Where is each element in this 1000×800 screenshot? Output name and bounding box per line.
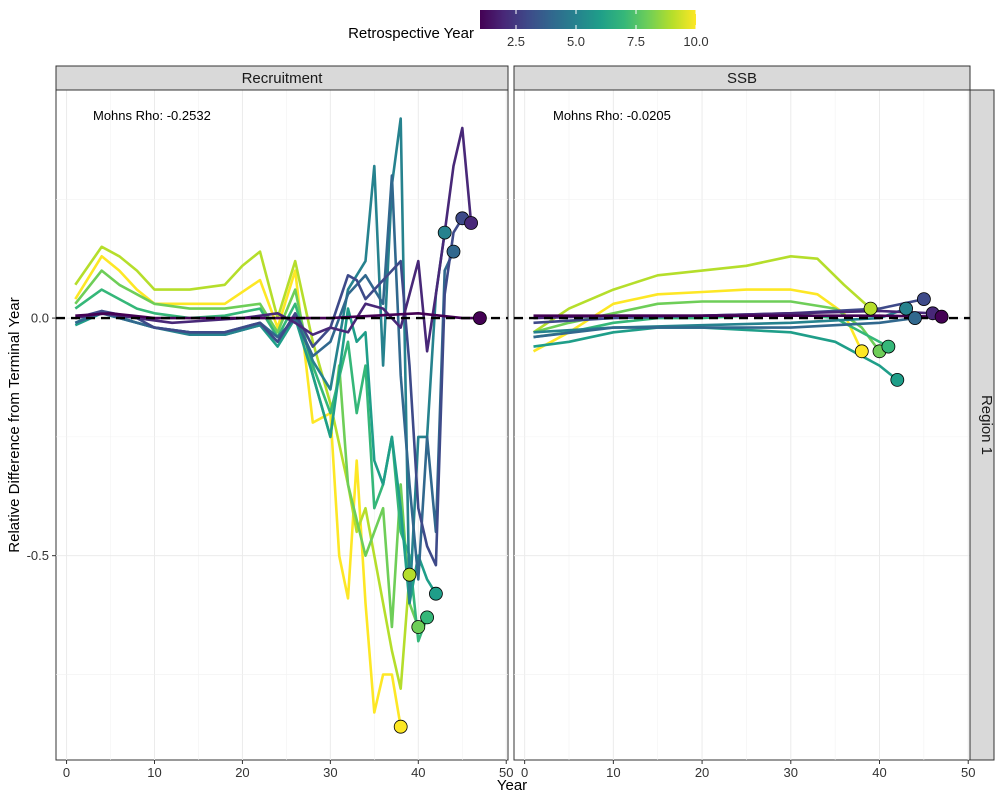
end-point-peel-3 — [917, 292, 931, 307]
series-line-peel-1 — [533, 314, 942, 318]
x-tick-label: 30 — [323, 765, 337, 780]
y-tick-label: -0.5 — [27, 548, 49, 563]
end-point-peel-2 — [464, 216, 479, 230]
x-tick-label: 0 — [521, 765, 528, 780]
series-line-peel-9 — [532, 255, 872, 334]
series-line-peel-3 — [74, 217, 464, 567]
x-tick-label: 0 — [63, 765, 70, 780]
x-tick-label: 10 — [147, 765, 161, 780]
end-point-peel-8 — [411, 620, 426, 634]
legend-tick-label: 5.0 — [567, 34, 585, 49]
series-line-peel-2 — [75, 126, 473, 353]
series-line-peel-7 — [74, 288, 429, 643]
x-tick-label: 50 — [499, 765, 513, 780]
x-tick-label: 30 — [784, 765, 798, 780]
legend: Retrospective Year 2.5 5.0 7.5 10.0 — [348, 10, 709, 49]
series-line-peel-4 — [533, 316, 916, 339]
legend-ticks: 2.5 5.0 7.5 10.0 — [507, 10, 709, 49]
end-point-peel-7 — [881, 339, 896, 354]
end-point-peel-4 — [908, 311, 922, 326]
end-point-peel-1 — [934, 309, 949, 324]
end-point-peel-1 — [472, 311, 487, 326]
end-point-peel-5 — [899, 301, 913, 316]
strip-label-recruitment: Recruitment — [242, 70, 324, 87]
x-axis-title: Year — [497, 777, 527, 794]
legend-tick-label: 2.5 — [507, 34, 525, 49]
panel-ssb — [513, 89, 971, 761]
end-point-peel-9 — [863, 301, 878, 316]
series-layer — [56, 117, 970, 734]
legend-tick-label: 7.5 — [627, 34, 645, 49]
panel-series-0 — [56, 117, 508, 734]
legend-tick-label: 10.0 — [683, 34, 708, 49]
end-point-peel-5 — [437, 225, 452, 240]
x-tick-label: 20 — [235, 765, 249, 780]
end-point-peel-6 — [428, 586, 443, 601]
panel-series-1 — [514, 255, 970, 387]
x-tick-label: 20 — [695, 765, 709, 780]
legend-title: Retrospective Year — [348, 25, 474, 42]
axes: 0 10 20 30 40 50 0 10 20 30 40 50 -0.5 0.0 — [27, 311, 976, 780]
series-line-peel-9 — [74, 245, 411, 690]
strip-region — [969, 89, 995, 761]
x-tick-label: 40 — [411, 765, 425, 780]
strip-ssb — [513, 65, 971, 91]
end-point-peel-10 — [854, 344, 869, 359]
strip-label-ssb: SSB — [727, 70, 757, 87]
strip-recruitment — [55, 65, 509, 91]
strip-label-region: Region 1 — [978, 395, 995, 455]
y-tick-label: 0.0 — [31, 311, 49, 326]
y-axis-title: Relative Difference from Terminal Year — [6, 297, 23, 552]
end-point-peel-4 — [446, 244, 461, 259]
end-point-peel-6 — [890, 372, 905, 387]
x-tick-label: 50 — [961, 765, 975, 780]
mohns-rho-ssb: Mohns Rho: -0.0205 — [553, 108, 671, 123]
panel-recruitment — [55, 89, 509, 761]
mohns-rho-recruitment: Mohns Rho: -0.2532 — [93, 108, 211, 123]
end-point-peel-9 — [402, 567, 417, 582]
x-tick-label: 40 — [872, 765, 886, 780]
legend-colorbar — [480, 10, 696, 29]
end-point-peel-10 — [393, 719, 408, 734]
end-point-peel-7 — [420, 610, 435, 625]
x-tick-label: 10 — [606, 765, 620, 780]
